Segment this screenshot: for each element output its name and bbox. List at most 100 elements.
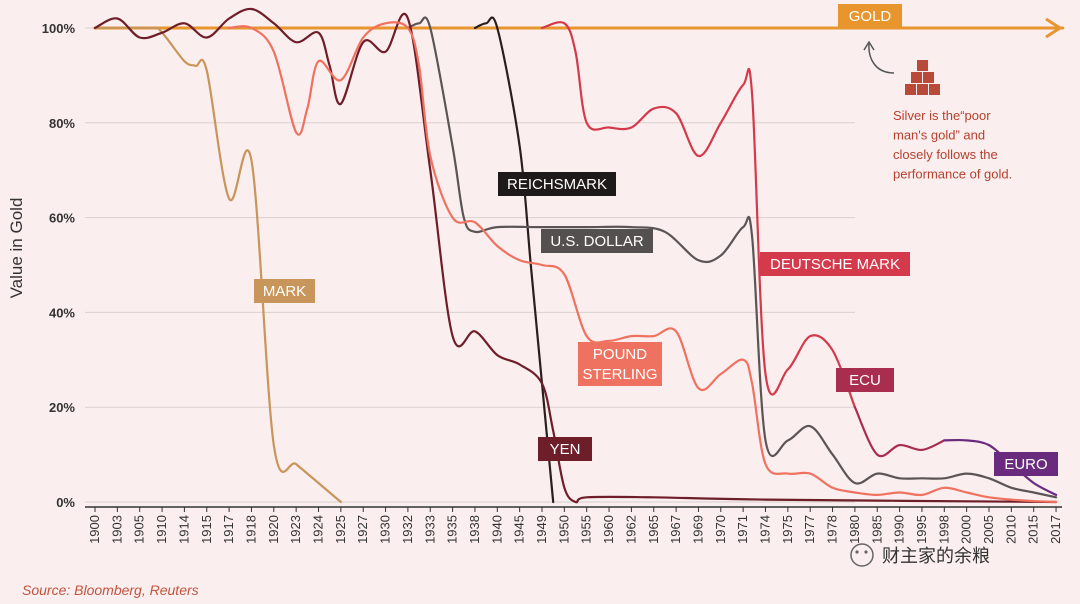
x-tick-label: 1923 (288, 515, 303, 544)
x-tick-label: 1971 (735, 515, 750, 544)
silver-bar-icon (917, 60, 928, 71)
label-text-ecu: ECU (849, 372, 881, 389)
source-note: Source: Bloomberg, Reuters (22, 582, 199, 598)
gridlines (85, 27, 855, 503)
x-tick-label: 2000 (959, 515, 974, 544)
x-tick-label: 1910 (154, 515, 169, 544)
series-lines (93, 7, 1065, 504)
annotation-arrow-head (863, 40, 875, 51)
silver-annotation: Silver is the“poor man's gold” and closely… (863, 40, 1012, 182)
label-text-us-dollar: U.S. DOLLAR (550, 233, 644, 250)
label-deutsche-mark: DEUTSCHE MARK (760, 252, 910, 276)
x-tick-label: 1970 (713, 515, 728, 544)
x-tick-label: 1980 (847, 515, 862, 544)
x-tick-label: 1949 (534, 515, 549, 544)
watermark: 财主家的余粮 (850, 543, 990, 567)
x-tick-label: 1903 (109, 515, 124, 544)
label-text-deutsche-mark: DEUTSCHE MARK (770, 256, 900, 273)
x-tick-label: 1974 (758, 515, 773, 544)
x-tick-label: 1967 (668, 515, 683, 544)
label-box-gold (838, 4, 902, 28)
x-tick-label: 2017 (1048, 515, 1063, 544)
label-box-reichsmark (498, 172, 616, 196)
annotation-arrow (868, 43, 895, 74)
y-tick-label: 100% (42, 21, 76, 36)
series-line-u-s-dollar (406, 16, 1058, 499)
label-euro: EURO (994, 452, 1058, 476)
label-text-mark: MARK (263, 283, 306, 300)
label-box-yen (538, 437, 592, 461)
silver-bar-icon (911, 72, 922, 83)
x-tick-label: 1955 (579, 515, 594, 544)
label-mark: MARK (254, 279, 315, 303)
x-tick-label: 1960 (601, 515, 616, 544)
x-tick-label: 1990 (892, 515, 907, 544)
x-tick-label: 1977 (802, 515, 817, 544)
x-tick-label: 1915 (199, 515, 214, 544)
y-tick-label: 0% (56, 495, 75, 510)
silver-bar-icon (923, 72, 934, 83)
x-tick-label: 1985 (869, 515, 884, 544)
label-box-mark (254, 279, 315, 303)
label-yen: YEN (538, 437, 592, 461)
annotation-line: Silver is the“poor (893, 108, 991, 123)
watermark-text: 财主家的余粮 (882, 546, 990, 567)
label-reichsmark: REICHSMARK (498, 172, 616, 196)
x-tick-label: 1914 (176, 515, 191, 544)
label-box-us-dollar (541, 229, 653, 253)
x-tick-label: 1998 (936, 515, 951, 544)
series-line-deutsche-mark (540, 21, 856, 409)
x-tick-label: 1978 (825, 515, 840, 544)
x-tick-label: 1933 (422, 515, 437, 544)
label-text-gold: GOLD (849, 8, 892, 25)
label-gold: GOLD (838, 4, 902, 28)
y-tick-label: 60% (49, 211, 75, 226)
x-tick-label: 1918 (243, 515, 258, 544)
y-axis-ticks: 0% 20% 40% 60% 80% 100% (42, 21, 76, 510)
label-ecu: ECU (836, 368, 894, 392)
y-tick-label: 20% (49, 400, 75, 415)
x-tick-label: 1925 (333, 515, 348, 544)
label-text-pound-sterling: STERLING (582, 366, 657, 383)
x-tick-label: 1940 (489, 515, 504, 544)
x-tick-label: 1932 (400, 515, 415, 544)
annotation-line: man's gold” and (893, 128, 985, 143)
x-tick-label: 1938 (467, 515, 482, 544)
x-tick-label: 2005 (981, 515, 996, 544)
gold-arrow-head (1045, 17, 1063, 39)
x-tick-label: 1935 (445, 515, 460, 544)
y-tick-label: 40% (49, 305, 75, 320)
x-tick-label: 1905 (132, 515, 147, 544)
x-tick-label: 1900 (87, 515, 102, 544)
x-tick-label: 2010 (1003, 515, 1018, 544)
silver-bar-icon (929, 84, 940, 95)
label-box-deutsche-mark (760, 252, 910, 276)
label-text-euro: EURO (1004, 456, 1047, 473)
x-tick-label: 1924 (311, 515, 326, 544)
x-tick-label: 1975 (780, 515, 795, 544)
series-line-reichsmark (473, 16, 555, 504)
x-tick-label: 1927 (355, 515, 370, 544)
series-labels: GOLD MARK REICHSMARK U.S. DOLLAR DEUTSCHE MA… (254, 4, 1058, 476)
label-text-yen: YEN (550, 441, 581, 458)
x-tick-label: 1965 (646, 515, 661, 544)
x-axis: 1900 1903 1905 1910 1914 1915 1917 1918 1920 1923… (85, 506, 1063, 544)
silver-bar-icon (917, 84, 928, 95)
label-box-ecu (836, 368, 894, 392)
series-line-mark (93, 26, 342, 504)
series-line-yen (93, 7, 1058, 504)
label-text-reichsmark: REICHSMARK (507, 176, 607, 193)
y-tick-label: 80% (49, 116, 75, 131)
y-axis-title: Value in Gold (7, 198, 26, 299)
label-us-dollar: U.S. DOLLAR (541, 229, 653, 253)
x-tick-label: 1969 (690, 515, 705, 544)
label-pound-sterling: POUND STERLING (578, 342, 662, 386)
x-tick-label: 1962 (623, 515, 638, 544)
x-tick-label: 1917 (221, 515, 236, 544)
wechat-icon (850, 543, 874, 567)
silver-bar-icon (905, 84, 916, 95)
x-tick-label: 1920 (266, 515, 281, 544)
x-tick-label: 1950 (556, 515, 571, 544)
x-tick-label: 1930 (378, 515, 393, 544)
series-line-ecu (853, 406, 946, 458)
